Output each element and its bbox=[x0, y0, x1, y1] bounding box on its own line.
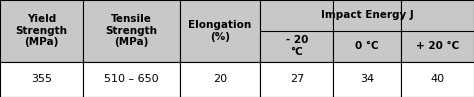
Text: 34: 34 bbox=[360, 74, 374, 84]
Text: 20: 20 bbox=[213, 74, 227, 84]
Text: Yield
Strength
(MPa): Yield Strength (MPa) bbox=[16, 14, 68, 47]
Bar bbox=[401, 0, 474, 62]
Text: 510 – 650: 510 – 650 bbox=[104, 74, 159, 84]
Text: Impact Energy J: Impact Energy J bbox=[321, 10, 414, 20]
Text: 355: 355 bbox=[31, 74, 52, 84]
Text: - 20
°C: - 20 °C bbox=[286, 35, 308, 57]
Bar bbox=[401, 62, 474, 97]
Bar bbox=[180, 62, 260, 97]
Text: 0 °C: 0 °C bbox=[356, 41, 379, 51]
Bar bbox=[333, 62, 401, 97]
Bar bbox=[0, 62, 83, 97]
Bar bbox=[83, 62, 180, 97]
Text: + 20 °C: + 20 °C bbox=[416, 41, 459, 51]
Bar bbox=[83, 0, 180, 62]
Text: 40: 40 bbox=[430, 74, 445, 84]
Bar bbox=[260, 62, 333, 97]
Bar bbox=[333, 0, 401, 62]
Text: Elongation
(%): Elongation (%) bbox=[189, 20, 252, 42]
Text: Tensile
Strength
(MPa): Tensile Strength (MPa) bbox=[106, 14, 157, 47]
Bar bbox=[0, 0, 83, 62]
Bar bbox=[260, 0, 333, 62]
Bar bbox=[180, 0, 260, 62]
Text: 27: 27 bbox=[290, 74, 304, 84]
